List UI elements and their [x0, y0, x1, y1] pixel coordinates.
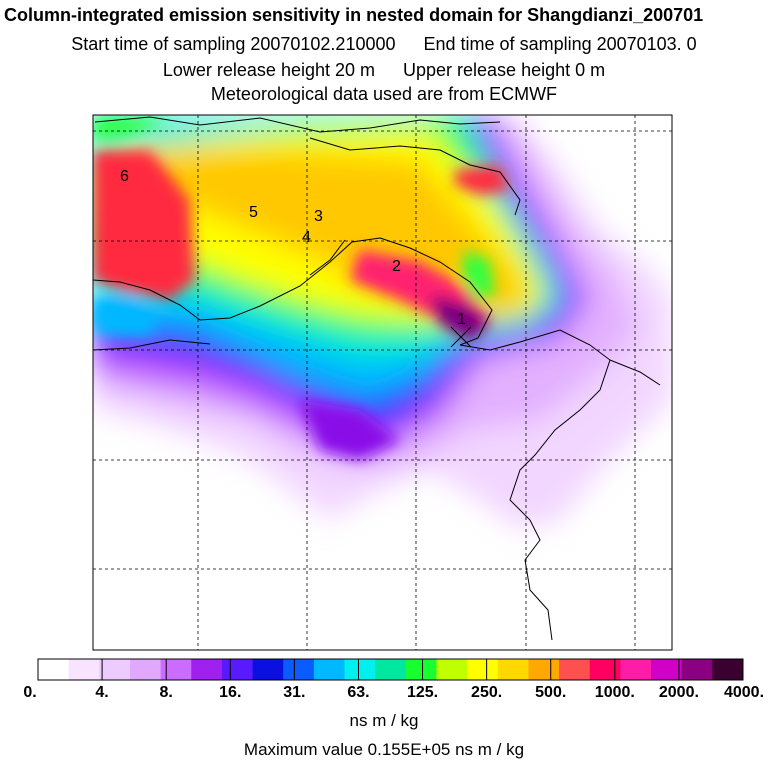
map-frame	[92, 114, 673, 651]
figure-title: Column-integrated emission sensitivity i…	[4, 5, 704, 25]
colorbar-swatch	[405, 659, 437, 680]
colorbar-tick-label: 1000.	[594, 684, 635, 701]
colorbar-swatch	[528, 659, 560, 680]
colorbar-tick-label: 2000.	[658, 684, 699, 701]
trajectory-label-5: 5	[249, 204, 258, 221]
map-plot-area: 1 2 3 4 5 6	[93, 115, 672, 650]
colorbar-swatch	[497, 659, 529, 680]
trajectory-label-6: 6	[120, 168, 129, 185]
colorbar-units: ns m / kg	[349, 711, 419, 730]
colorbar-swatch	[68, 659, 100, 680]
colorbar-tick-label: 0.	[23, 684, 37, 701]
colorbar-swatch	[712, 659, 744, 680]
trajectory-label-1: 1	[457, 311, 466, 328]
colorbar-swatch	[436, 659, 468, 680]
lower-height-label: Lower release height 20 m	[162, 60, 375, 80]
colorbar-tick-label: 8.	[159, 684, 173, 701]
colorbar-swatch	[375, 659, 407, 680]
colorbar-swatch	[589, 659, 621, 680]
upper-height-label: Upper release height 0 m	[403, 60, 606, 80]
colorbar	[37, 658, 744, 681]
colorbar-tick-label: 500.	[535, 684, 567, 701]
colorbar-swatch	[283, 659, 315, 680]
colorbar-tick-label: 4.	[95, 684, 109, 701]
colorbar-tick-label: 31.	[283, 684, 306, 701]
colorbar-tick-label: 4000.	[723, 684, 765, 701]
colorbar-swatch	[344, 659, 376, 680]
start-time-label: Start time of sampling 20070102.210000	[71, 34, 396, 54]
met-data-label: Meteorological data used are from ECMWF	[210, 84, 558, 104]
colorbar-swatch	[559, 659, 591, 680]
lat-lon-grid	[93, 115, 672, 650]
colorbar-swatch	[620, 659, 652, 680]
colorbar-swatch	[129, 659, 162, 680]
colorbar-tick-label: 250.	[471, 684, 503, 701]
colorbar-swatch	[160, 659, 192, 680]
trajectory-labels: 1 2 3 4 5 6	[120, 168, 466, 328]
receptor-marker	[450, 326, 472, 348]
colorbar-swatch	[191, 659, 223, 680]
colorbar-tick-label: 125.	[406, 684, 439, 701]
colorbar-swatch	[681, 659, 713, 680]
colorbar-swatch	[221, 659, 254, 680]
colorbar-frame	[37, 658, 744, 681]
colorbar-swatch	[99, 659, 131, 680]
plume-core	[93, 118, 510, 460]
release-heights: Lower release height 20 m Upper release h…	[0, 60, 768, 80]
trajectory-label-4: 4	[302, 229, 311, 246]
sampling-times: Start time of sampling 20070102.210000 En…	[0, 34, 768, 54]
maximum-value-label: Maximum value 0.155E+05 ns m / kg	[243, 740, 525, 759]
colorbar-swatch	[467, 659, 499, 680]
colorbar-swatch	[651, 659, 683, 680]
colorbar-swatch	[252, 659, 284, 680]
trajectory-label-2: 2	[392, 258, 401, 275]
trajectory-label-3: 3	[314, 208, 323, 225]
colorbar-tick-label: 16.	[219, 684, 242, 701]
colorbar-tick-label: 63.	[347, 684, 370, 701]
end-time-label: End time of sampling 20070103. 0	[423, 34, 697, 54]
colorbar-swatch	[313, 659, 346, 680]
colorbar-swatch	[38, 659, 70, 680]
